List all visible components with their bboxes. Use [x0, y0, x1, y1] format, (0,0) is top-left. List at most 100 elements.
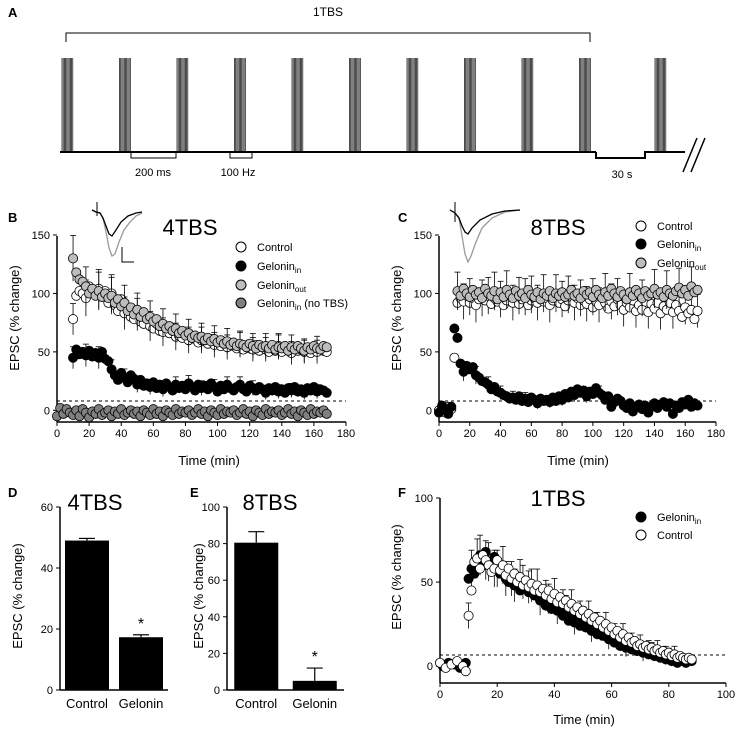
100hz-bracket [229, 153, 253, 159]
x-tick-label: 80 [663, 689, 675, 701]
x-tick-label: 100 [208, 428, 226, 440]
y-tick-label: 20 [208, 648, 220, 660]
x-tick-label: 120 [614, 428, 632, 440]
legend-label-control: Control [657, 530, 692, 542]
y-tick-label: 0 [47, 685, 53, 697]
y-tick-label: 100 [32, 288, 50, 300]
control-point [466, 585, 477, 596]
x-tick-label: 0 [437, 689, 443, 701]
gelonin-in-point [452, 332, 463, 343]
y-tick-label: 100 [415, 493, 433, 505]
y-tick-label: 80 [208, 539, 220, 551]
legend-label-control: Control [257, 242, 292, 254]
panel-c-xlabel: Time (min) [547, 453, 609, 468]
panel-letter-c: C [398, 210, 408, 225]
break-mark-2 [690, 137, 706, 173]
panel-letter-e: E [190, 485, 199, 500]
x-tick-label: 0 [436, 428, 442, 440]
panel-e-title: 8TBS [242, 490, 297, 515]
bar-gelonin [119, 637, 163, 690]
gelonin-out-point [692, 284, 703, 295]
x-tick-label: 80 [179, 428, 191, 440]
inset-trace-gelonin-out [91, 209, 143, 257]
100hz-label: 100 Hz [221, 167, 256, 179]
gelonin-in-point [446, 401, 457, 412]
panel-f-1tbs-timecourse: 1TBS EPSC (% change) Time (min) 0 20 40 60 8… [389, 486, 735, 727]
legend-label-gelonin-in: Geloninin [657, 239, 701, 253]
x-tick-label: 40 [494, 428, 506, 440]
significance-marker: * [312, 649, 318, 666]
control-point [460, 666, 471, 677]
panel-b-ylabel: EPSC (% change) [7, 265, 22, 371]
theta-bursts [61, 58, 667, 152]
gelonin-in-point [321, 387, 332, 398]
panel-f-title: 1TBS [530, 486, 585, 511]
x-tick-label: 40 [115, 428, 127, 440]
bar-control [65, 540, 109, 690]
legend-marker-control [635, 529, 647, 541]
category-label-control: Control [235, 696, 277, 711]
gelonin-in-point [603, 391, 614, 402]
delay-gap-line [595, 151, 685, 159]
legend-label-gelonin-in: Geloninin [257, 261, 301, 275]
x-tick-label: 100 [584, 428, 602, 440]
panel-e-ylabel: EPSC (% change) [191, 543, 206, 649]
y-tick-label: 150 [414, 230, 432, 242]
1tbs-bracket [65, 32, 591, 42]
panel-letter-a: A [8, 5, 18, 20]
y-tick-label: 40 [41, 563, 53, 575]
control-point [449, 352, 460, 363]
significance-marker: * [138, 616, 144, 633]
x-tick-label: 20 [491, 689, 503, 701]
x-tick-label: 60 [605, 689, 617, 701]
legend-marker-gelonin-in [635, 238, 647, 250]
legend-label-gelonin-out: Geloninout [257, 280, 307, 294]
gelonin-in-point [449, 323, 460, 334]
panel-d-ylabel: EPSC (% change) [10, 543, 25, 649]
panel-f-xlabel: Time (min) [553, 712, 615, 727]
y-tick-label: 50 [38, 347, 50, 359]
x-tick-label: 80 [556, 428, 568, 440]
legend-marker-gelonin-in [635, 511, 647, 523]
x-tick-label: 60 [147, 428, 159, 440]
inset-trace-control [91, 209, 143, 237]
legend-marker-gelonin-in-no-tbs [235, 297, 247, 309]
bar-control [234, 542, 279, 690]
legend-label-gelonin-in: Geloninin [657, 512, 701, 526]
x-tick-label: 180 [707, 428, 725, 440]
panel-letter-f: F [398, 485, 406, 500]
30s-label: 30 s [612, 169, 633, 181]
control-point [692, 305, 703, 316]
y-tick-label: 0 [427, 661, 433, 673]
x-tick-label: 160 [676, 428, 694, 440]
control-point [463, 610, 474, 621]
control-point [68, 314, 79, 325]
gelonin-in-point [692, 400, 703, 411]
x-tick-label: 20 [83, 428, 95, 440]
panel-d-title: 4TBS [67, 490, 122, 515]
inset-trace-control [449, 209, 521, 235]
legend-label-gelonin-in-no-tbs: Geloninin (no TBS) [257, 298, 348, 312]
x-tick-label: 160 [305, 428, 323, 440]
x-tick-label: 60 [525, 428, 537, 440]
gelonin-in-no-tbs-point [321, 408, 332, 419]
200ms-bracket [130, 153, 177, 159]
x-tick-label: 100 [717, 689, 735, 701]
panel-b-4tbs-timecourse: 4TBS EPSC (% change) Time (min) 0 20 40 60 8… [7, 202, 355, 468]
stimulation-protocol: 1TBS 200 ms 100 Hz 30 s [60, 5, 706, 181]
panel-letter-d: D [8, 485, 17, 500]
legend-marker-control [235, 241, 247, 253]
legend-label-gelonin-out: Geloninout [657, 258, 707, 272]
panel-d-4tbs-bar: 4TBS EPSC (% change) 0 20 40 60 Control * Gelo… [10, 490, 168, 711]
bar-gelonin [292, 680, 337, 690]
panel-c-ylabel: EPSC (% change) [389, 265, 404, 371]
y-tick-label: 60 [41, 502, 53, 514]
x-tick-label: 20 [464, 428, 476, 440]
panel-f-ylabel: EPSC (% change) [389, 524, 404, 630]
y-tick-label: 60 [208, 575, 220, 587]
y-tick-label: 0 [426, 405, 432, 417]
panel-c-8tbs-timecourse: 8TBS EPSC (% change) Time (min) 0 20 40 60 8… [389, 202, 725, 468]
y-tick-label: 0 [214, 685, 220, 697]
control-point [475, 563, 486, 574]
